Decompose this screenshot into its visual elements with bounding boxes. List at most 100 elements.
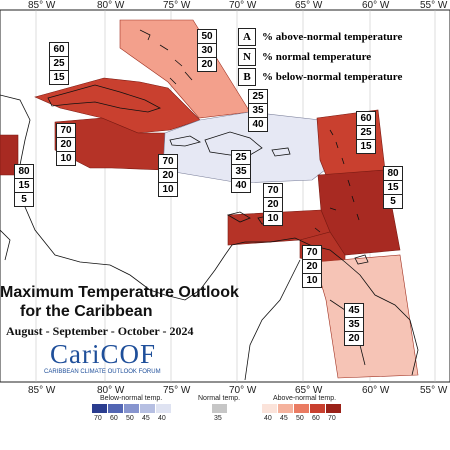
legend-row-normal: N % normal temperature [238,47,402,67]
colorbar-tick: 70 [328,415,336,422]
lon-label-top: 65° W [295,0,323,11]
prob-box-bahamas-north: 50 30 20 [197,29,217,72]
prob-above: 25 [249,90,267,104]
cbar-below-45 [140,404,155,413]
prob-box-jamaica-cayman: 70 20 10 [56,123,76,166]
prob-below: 10 [267,213,279,224]
prob-normal: 35 [232,165,250,179]
colorbar-tick: 35 [214,415,222,422]
cbar-below-70 [92,404,107,413]
prob-below: 5 [21,194,27,205]
colorbar-tick: 40 [158,415,166,422]
prob-normal: 20 [264,198,282,212]
caricof-logo: CariCOF CARIBBEAN CLIMATE OUTLOOK FORUM [44,339,180,379]
colorbar [92,404,341,413]
prob-above: 70 [303,246,321,260]
colorbar-below-label: Below-normal temp. [100,395,163,402]
colorbar-normal-label: Normal temp. [198,395,241,402]
prob-above: 50 [198,30,216,44]
prob-below: 15 [360,141,372,152]
map-title-line2: for the Caribbean [20,303,153,320]
lon-label-top: 60° W [362,0,390,11]
region-guianas [314,254,419,379]
region-cuba-bahamas [34,77,201,134]
prob-box-hispaniola-north: 25 35 40 [248,89,268,132]
prob-above: 80 [15,165,33,179]
cbar-normal-35 [212,404,227,413]
legend-row-above: A % above-normal temperature [238,27,402,47]
prob-above: 80 [384,167,402,181]
lon-label-top: 80° W [97,0,125,11]
prob-normal: 15 [384,181,402,195]
region-bahamas-north [119,19,251,119]
legend-key-text: % normal temperature [262,51,372,63]
legend-key-letter: N [238,48,256,66]
colorbar-tick: 60 [312,415,320,422]
anb-legend: A % above-normal temperature N % normal … [238,27,402,87]
prob-box-jamaica-south: 70 20 10 [158,154,178,197]
forecast-period: August - September - October - 2024 [6,324,194,338]
prob-normal: 30 [198,44,216,58]
cbar-below-40 [156,404,171,413]
lon-label-bottom: 75° W [163,385,191,396]
cbar-above-45 [278,404,293,413]
prob-normal: 35 [249,104,267,118]
prob-normal: 20 [159,169,177,183]
colorbar-above-label: Above-normal temp. [273,395,337,402]
lon-label-top: 85° W [28,0,56,11]
lon-label-top: 70° W [229,0,257,11]
prob-box-cuba-bahamas: 60 25 15 [49,42,69,85]
prob-below: 15 [53,72,65,83]
lon-label-top: 75° W [163,0,191,11]
prob-below: 20 [201,59,213,70]
prob-below: 5 [390,196,396,207]
prob-box-guianas: 45 35 20 [344,303,364,346]
prob-below: 20 [348,333,360,344]
colorbar-tick: 60 [110,415,118,422]
legend-key-text: % above-normal temperature [262,31,403,43]
prob-box-trinidad: 70 20 10 [302,245,322,288]
colorbar-tick: 50 [126,415,134,422]
prob-box-leeward-north: 60 25 15 [356,111,376,154]
prob-above: 70 [264,184,282,198]
legend-key-letter: A [238,28,256,46]
lon-label-bottom: 85° W [28,385,56,396]
coastlines [0,29,419,381]
prob-below: 10 [60,153,72,164]
lon-label-bottom: 60° W [362,385,390,396]
prob-above: 70 [57,124,75,138]
prob-box-hispaniola-south: 25 35 40 [231,150,251,193]
logo-text: CariCOF [50,339,157,369]
lon-label-bottom: 80° W [97,385,125,396]
prob-box-windward: 80 15 5 [383,166,403,209]
prob-below: 40 [235,180,247,191]
prob-box-abc-islands: 70 20 10 [263,183,283,226]
cbar-below-60 [108,404,123,413]
map-title: Maximum Temperature Outlook [0,284,239,301]
lon-label-top: 55° W [420,0,448,11]
cbar-below-50 [124,404,139,413]
prob-below: 10 [162,184,174,195]
prob-normal: 20 [303,260,321,274]
cbar-above-40 [262,404,277,413]
prob-above: 60 [50,43,68,57]
colorbar-tick: 50 [296,415,304,422]
prob-normal: 35 [345,318,363,332]
legend-key-letter: B [238,68,256,86]
cbar-above-60 [310,404,325,413]
prob-above: 70 [159,155,177,169]
legend-key-text: % below-normal temperature [262,71,403,83]
lon-label-bottom: 55° W [420,385,448,396]
prob-above: 45 [345,304,363,318]
prob-below: 40 [252,119,264,130]
colorbar-tick: 40 [264,415,272,422]
prob-normal: 20 [57,138,75,152]
colorbar-tick: 70 [94,415,102,422]
prob-normal: 25 [50,57,68,71]
prob-above: 25 [232,151,250,165]
prob-normal: 15 [15,179,33,193]
legend-row-below: B % below-normal temperature [238,67,402,87]
prob-box-belize: 80 15 5 [14,164,34,207]
prob-above: 60 [357,112,375,126]
